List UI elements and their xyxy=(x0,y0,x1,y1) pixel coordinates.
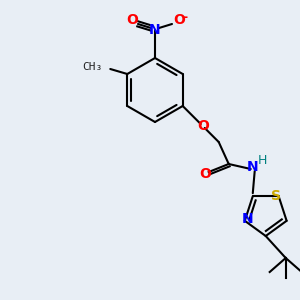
Text: -: - xyxy=(182,11,188,23)
Text: N: N xyxy=(242,212,254,226)
Text: N: N xyxy=(149,23,161,37)
Text: O: O xyxy=(126,13,138,27)
Text: CH₃: CH₃ xyxy=(82,62,102,72)
Text: O: O xyxy=(199,167,211,181)
Text: S: S xyxy=(271,189,281,203)
Text: H: H xyxy=(258,154,267,167)
Text: O: O xyxy=(197,119,209,133)
Text: O: O xyxy=(173,13,185,27)
Text: N: N xyxy=(247,160,259,174)
